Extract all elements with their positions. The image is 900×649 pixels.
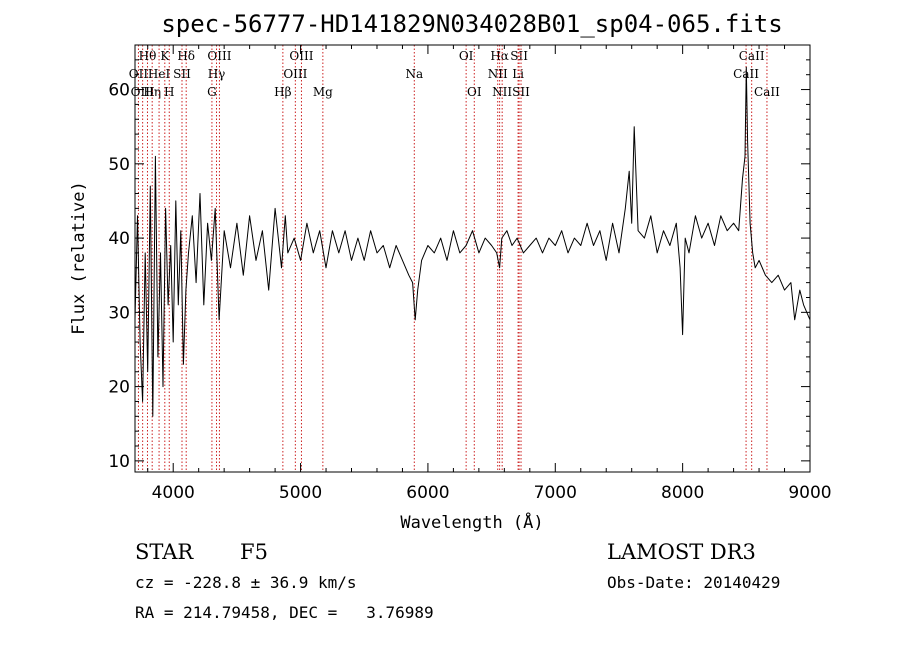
line-label: OIII — [131, 85, 155, 99]
line-label: Li — [512, 67, 524, 81]
line-label: SII — [173, 67, 191, 81]
line-label: Hβ — [274, 85, 291, 99]
axis-ticks: 4000 5000 6000 7000 8000 9000 10 20 30 40 50 60 — [108, 45, 832, 503]
y-tick-label: 40 — [108, 229, 130, 249]
spectrum-line — [134, 66, 811, 417]
line-label: Na — [405, 67, 423, 81]
line-label: OI — [459, 49, 474, 63]
line-label: OI — [467, 85, 482, 99]
x-tick-label: 9000 — [788, 483, 831, 503]
spectrum-series — [134, 66, 811, 417]
line-label: H — [164, 85, 174, 99]
y-tick-label: 60 — [108, 81, 130, 101]
line-label: K — [160, 49, 170, 63]
line-label: SII — [510, 49, 528, 63]
line-label: Hγ — [208, 67, 226, 81]
x-tick-label: 4000 — [152, 483, 195, 503]
y-tick-label: 50 — [108, 155, 130, 175]
observation-date: Obs-Date: 20140429 — [607, 573, 781, 592]
x-tick-label: 6000 — [406, 483, 449, 503]
x-axis-label: Wavelength (Å) — [400, 511, 543, 533]
object-class: STAR — [135, 540, 194, 564]
line-label: NII — [492, 85, 512, 99]
chart-title: spec-56777-HD141829N034028B01_sp04-065.f… — [161, 10, 782, 38]
line-label: SII — [512, 85, 530, 99]
line-label: OIII — [207, 49, 231, 63]
line-label: CaII — [739, 49, 765, 63]
line-label: HeI — [148, 67, 171, 81]
line-label: Mg — [313, 85, 333, 99]
y-tick-label: 20 — [108, 378, 130, 398]
line-label: OIII — [289, 49, 313, 63]
line-label: Hθ — [139, 49, 157, 63]
x-tick-label: 7000 — [534, 483, 577, 503]
y-axis-label: Flux (relative) — [69, 181, 89, 335]
redshift-velocity: cz = -228.8 ± 36.9 km/s — [135, 573, 357, 592]
line-label: CaII — [754, 85, 780, 99]
line-label: OII — [129, 67, 149, 81]
line-label: Hα — [490, 49, 509, 63]
plot-frame — [134, 44, 811, 473]
object-subclass: F5 — [240, 540, 268, 564]
y-tick-label: 10 — [108, 452, 130, 472]
line-label: NII — [488, 67, 508, 81]
survey-release: LAMOST DR3 — [607, 540, 756, 564]
line-label: OIII — [283, 67, 307, 81]
line-label: Hδ — [177, 49, 195, 63]
x-tick-label: 8000 — [661, 483, 704, 503]
line-label: Hη — [143, 85, 161, 99]
x-tick-label: 5000 — [279, 483, 322, 503]
line-label: G — [207, 85, 217, 99]
coordinates: RA = 214.79458, DEC = 3.76989 — [135, 603, 434, 622]
y-tick-label: 30 — [108, 303, 130, 323]
